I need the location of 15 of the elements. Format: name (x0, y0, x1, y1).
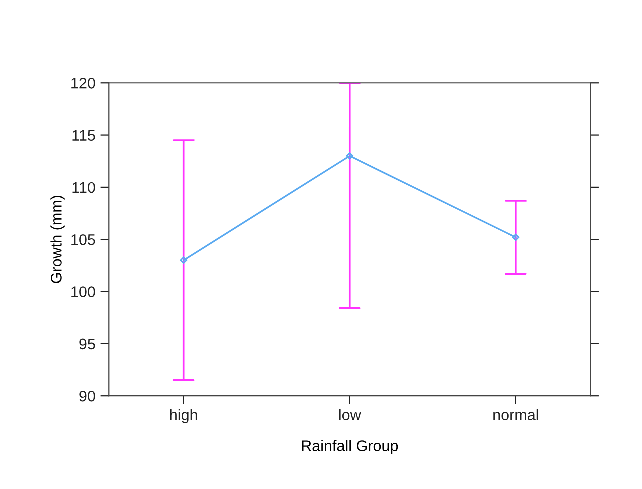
y-axis-title: Growth (mm) (50, 196, 65, 284)
x-tick-label: normal (494, 409, 538, 421)
x-tick-label: low (339, 409, 362, 421)
y-tick-label: 90 (80, 390, 96, 402)
y-tick-label: 100 (72, 286, 96, 298)
y-tick-label: 115 (72, 130, 96, 141)
point (512, 234, 520, 242)
point (180, 256, 188, 264)
x-axis-title: Rainfall Group (302, 440, 398, 454)
x-tick-label: high (170, 409, 198, 424)
y-tick-label: 110 (72, 182, 96, 194)
point (346, 152, 354, 160)
y-tick-label: 105 (72, 234, 96, 246)
y-tick-label: 95 (80, 338, 96, 350)
y-tick-label: 120 (72, 78, 96, 89)
